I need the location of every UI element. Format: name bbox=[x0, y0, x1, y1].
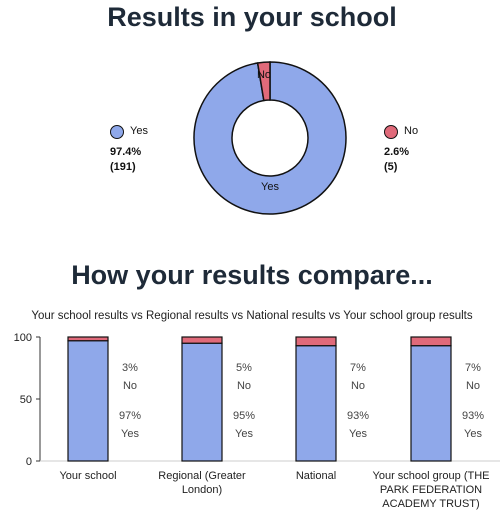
bar-chart: 0 50 100 3% No 97% Yes Your school 5% No 95% Yes Reg… bbox=[14, 332, 500, 510]
bar-no-percent: 3% bbox=[122, 362, 138, 374]
bar-yes bbox=[295, 345, 337, 462]
bar-no-label: No bbox=[466, 380, 480, 392]
y-tick-label: 100 bbox=[14, 332, 32, 344]
compare-title: How your results compare... bbox=[71, 260, 433, 290]
legend-no: No 2.6% (5) bbox=[384, 124, 418, 175]
category-label: Regional (Greater bbox=[158, 470, 246, 482]
bar-no-label: No bbox=[237, 380, 251, 392]
bar-yes-percent: 95% bbox=[233, 410, 255, 422]
legend-no-label: No bbox=[404, 125, 419, 137]
bar-no bbox=[181, 336, 223, 344]
legend-no-swatch bbox=[384, 124, 398, 139]
bar-yes-percent: 93% bbox=[462, 410, 484, 422]
legend-no-percent: 2.6% bbox=[384, 146, 410, 158]
bar-no-percent: 7% bbox=[465, 362, 481, 374]
category-label: National bbox=[296, 470, 336, 482]
legend-yes-label: Yes bbox=[130, 125, 148, 137]
page-title: Results in your school bbox=[107, 2, 397, 32]
legend-yes-count: (191) bbox=[110, 161, 136, 173]
legend-yes-percent: 97.4% bbox=[110, 146, 142, 158]
bar-yes-label: Yes bbox=[235, 428, 253, 440]
donut-slice-no bbox=[256, 61, 271, 102]
bar-no-percent: 5% bbox=[236, 362, 252, 374]
bar-yes-label: Yes bbox=[121, 428, 139, 440]
bar-yes-label: Yes bbox=[464, 428, 482, 440]
category-label: PARK FEDERATION bbox=[380, 484, 482, 496]
category-label: Your school bbox=[59, 470, 116, 482]
bar-yes bbox=[67, 340, 109, 462]
donut-chart: Yes No bbox=[193, 61, 347, 215]
category-label: ACADEMY TRUST) bbox=[382, 498, 479, 510]
category-label: London) bbox=[182, 484, 222, 496]
donut-label-yes: Yes bbox=[261, 181, 279, 193]
bar-no bbox=[410, 336, 452, 347]
bar-no bbox=[67, 336, 109, 342]
donut-label-no: No bbox=[257, 69, 271, 81]
bar-yes-percent: 97% bbox=[119, 410, 141, 422]
bar-chart-title: Your school results vs Regional results … bbox=[31, 310, 473, 322]
donut-slice-yes bbox=[193, 61, 347, 215]
bar-no-percent: 7% bbox=[350, 362, 366, 374]
category-label: Your school group (THE bbox=[373, 470, 490, 482]
bar-no-label: No bbox=[123, 380, 137, 392]
legend-no-count: (5) bbox=[384, 161, 398, 173]
y-tick-label: 50 bbox=[20, 394, 32, 406]
bar-no bbox=[295, 336, 337, 347]
bar-yes-label: Yes bbox=[349, 428, 367, 440]
bar-yes-percent: 93% bbox=[347, 410, 369, 422]
bar-no-label: No bbox=[351, 380, 365, 392]
legend-yes-swatch bbox=[110, 124, 124, 139]
legend-yes: Yes 97.4% (191) bbox=[110, 124, 148, 175]
bar-yes bbox=[181, 342, 223, 462]
y-tick-label: 0 bbox=[26, 456, 32, 468]
bar-yes bbox=[410, 345, 452, 462]
